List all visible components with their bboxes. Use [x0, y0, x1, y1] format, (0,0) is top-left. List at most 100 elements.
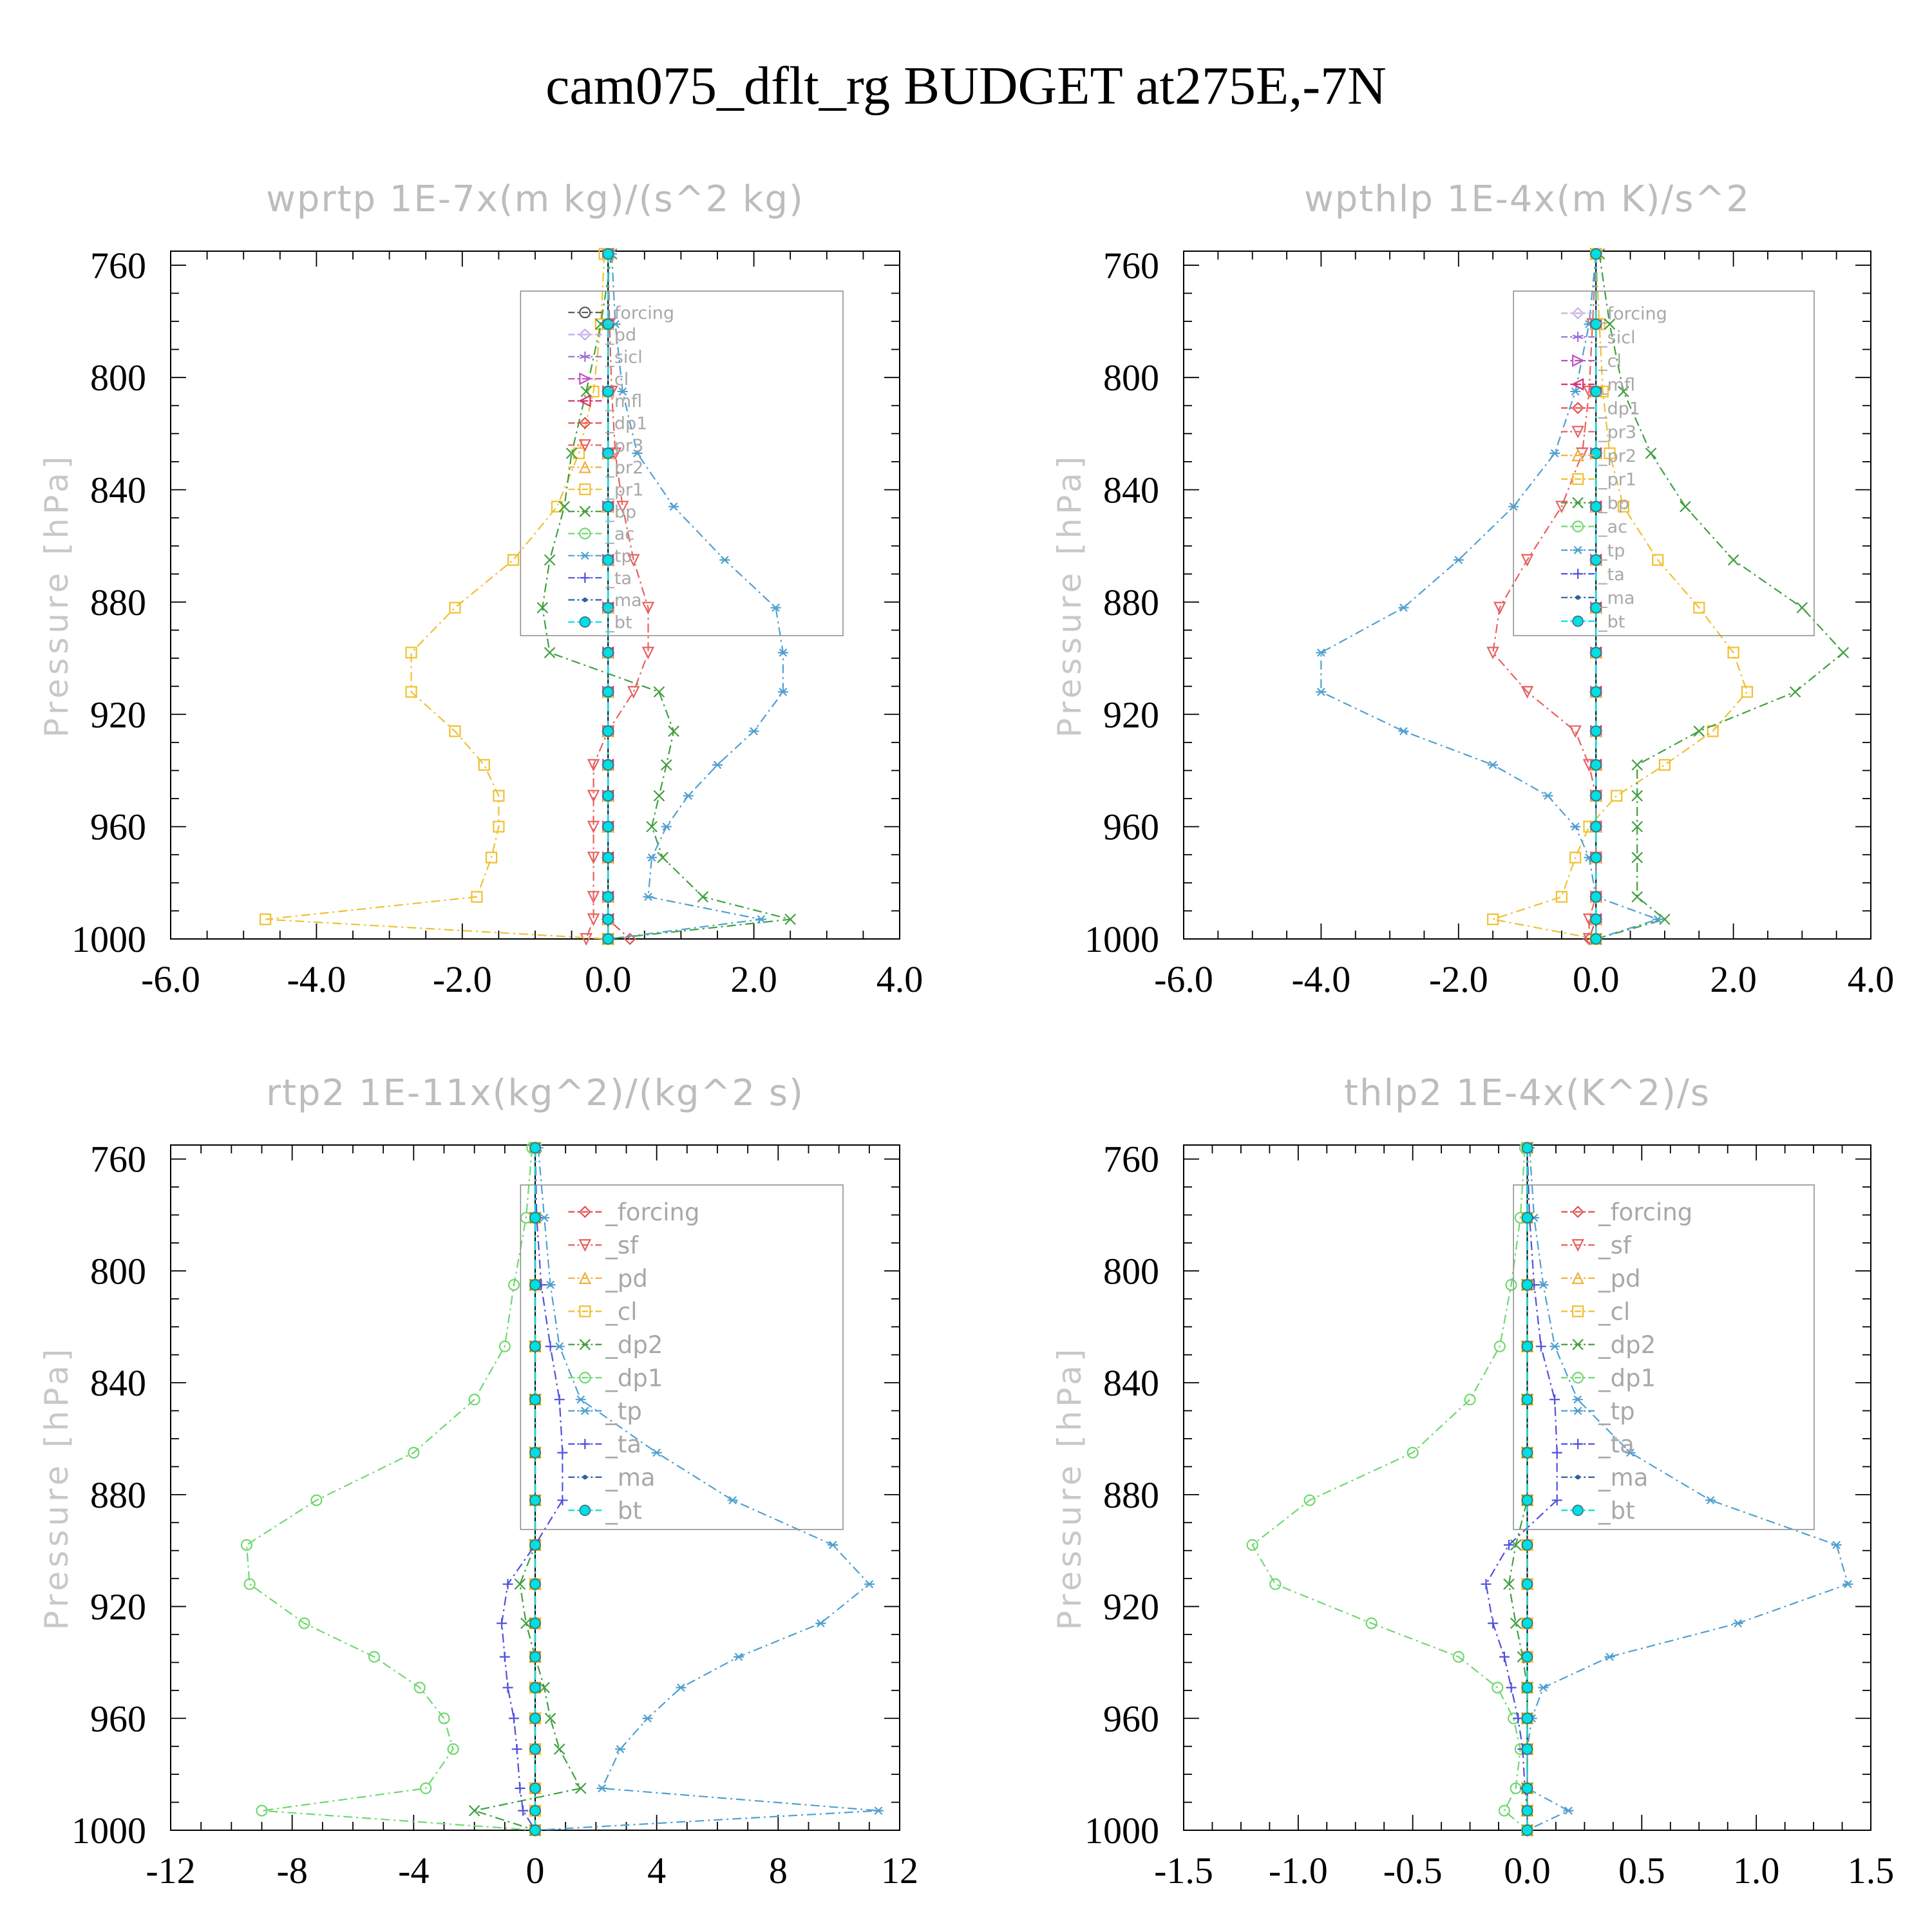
legend-label: _tp [1598, 541, 1625, 561]
legend-label: _ac [605, 524, 634, 544]
marker [727, 1496, 738, 1504]
y-tick-label: 760 [90, 1139, 146, 1180]
marker [587, 913, 600, 926]
marker [748, 727, 759, 735]
plot-frame [170, 251, 900, 940]
marker [511, 1744, 522, 1755]
marker [493, 820, 505, 833]
marker [529, 1446, 541, 1459]
marker [529, 1743, 541, 1755]
marker [1631, 851, 1643, 864]
series-dp2 [468, 1142, 587, 1836]
marker [1590, 386, 1602, 397]
marker [873, 1806, 884, 1815]
y-tick-label: 760 [1103, 245, 1159, 287]
marker [544, 554, 556, 566]
marker [602, 790, 614, 802]
marker [545, 1341, 556, 1352]
marker [1604, 318, 1616, 330]
marker [502, 1682, 513, 1693]
marker [471, 891, 483, 903]
chart-panel-1: wprtp 1E-7x(m kg)/(s^2 kg) Pressure [hPa]… [38, 178, 923, 1000]
marker [1481, 1578, 1492, 1589]
marker [1521, 1681, 1533, 1694]
marker [1572, 1395, 1583, 1404]
marker [602, 851, 614, 864]
marker [529, 1578, 541, 1590]
marker [815, 1619, 826, 1628]
marker [529, 1804, 541, 1817]
marker [579, 372, 592, 385]
marker [298, 1617, 310, 1629]
marker [1551, 1495, 1562, 1506]
x-tick-label: 4.0 [1848, 958, 1895, 1000]
legend-label: _tp [605, 1397, 642, 1425]
legend-label: _cl [605, 1298, 637, 1326]
y-tick-label: 1000 [71, 918, 146, 960]
marker [651, 1448, 662, 1457]
marker [602, 759, 614, 771]
marker [449, 601, 461, 614]
x-tick-label: -4 [398, 1850, 429, 1891]
series-dp2 [1503, 1142, 1533, 1836]
legend-label: _sicl [605, 348, 642, 368]
marker [1316, 648, 1327, 657]
x-tick-label: -4.0 [287, 958, 346, 1000]
marker [1521, 1824, 1533, 1836]
marker [1570, 822, 1581, 831]
y-tick-label: 880 [90, 1474, 146, 1516]
x-tick-label: -2.0 [1429, 958, 1488, 1000]
marker [1498, 1804, 1511, 1817]
marker [468, 1394, 480, 1406]
marker [1571, 426, 1584, 439]
legend-label: _bt [1598, 612, 1625, 632]
marker [1521, 1578, 1533, 1590]
marker [368, 1651, 381, 1663]
marker [538, 1681, 550, 1694]
marker [828, 1540, 838, 1549]
marker [1538, 1683, 1549, 1692]
marker [1645, 448, 1657, 459]
marker [1575, 1475, 1580, 1480]
panel-title: wpthlp 1E-4x(m K)/s^2 [1304, 178, 1750, 220]
legend-label: _ta [605, 569, 632, 589]
marker [1572, 1504, 1584, 1516]
marker [632, 449, 643, 458]
marker [643, 893, 654, 901]
marker [657, 851, 668, 864]
marker [1693, 601, 1705, 614]
legend-label: _sf [1598, 1232, 1632, 1260]
marker [1571, 1271, 1584, 1284]
marker [529, 1617, 541, 1629]
marker [1303, 1494, 1316, 1506]
marker [676, 1683, 687, 1692]
marker [602, 933, 614, 945]
marker [1488, 1618, 1499, 1629]
marker [615, 1745, 626, 1754]
legend-label: _forcing [605, 1198, 699, 1226]
marker [602, 913, 614, 925]
marker [653, 790, 665, 802]
series-ta [497, 1142, 568, 1835]
y-tick-label: 920 [1103, 1586, 1159, 1628]
legend-label: _pr1 [605, 480, 643, 500]
legend-label: _ta [1598, 565, 1625, 585]
y-tick-label: 840 [1103, 469, 1159, 511]
marker [1572, 615, 1584, 627]
legend-label: _dp1 [1598, 1365, 1656, 1392]
marker [408, 1446, 420, 1459]
marker [468, 1804, 480, 1817]
marker [310, 1494, 323, 1506]
marker [1789, 686, 1801, 698]
x-tick-label: -8 [277, 1850, 308, 1891]
legend-label: _cl [605, 370, 629, 390]
y-tick-label: 880 [1103, 1474, 1159, 1516]
legend-label: _dp2 [1598, 1331, 1656, 1359]
marker [1569, 725, 1582, 738]
marker [1796, 601, 1808, 614]
marker [1573, 1406, 1584, 1416]
marker [1569, 851, 1582, 864]
marker [1705, 1496, 1716, 1504]
marker [1590, 725, 1602, 737]
marker [1492, 1681, 1504, 1694]
